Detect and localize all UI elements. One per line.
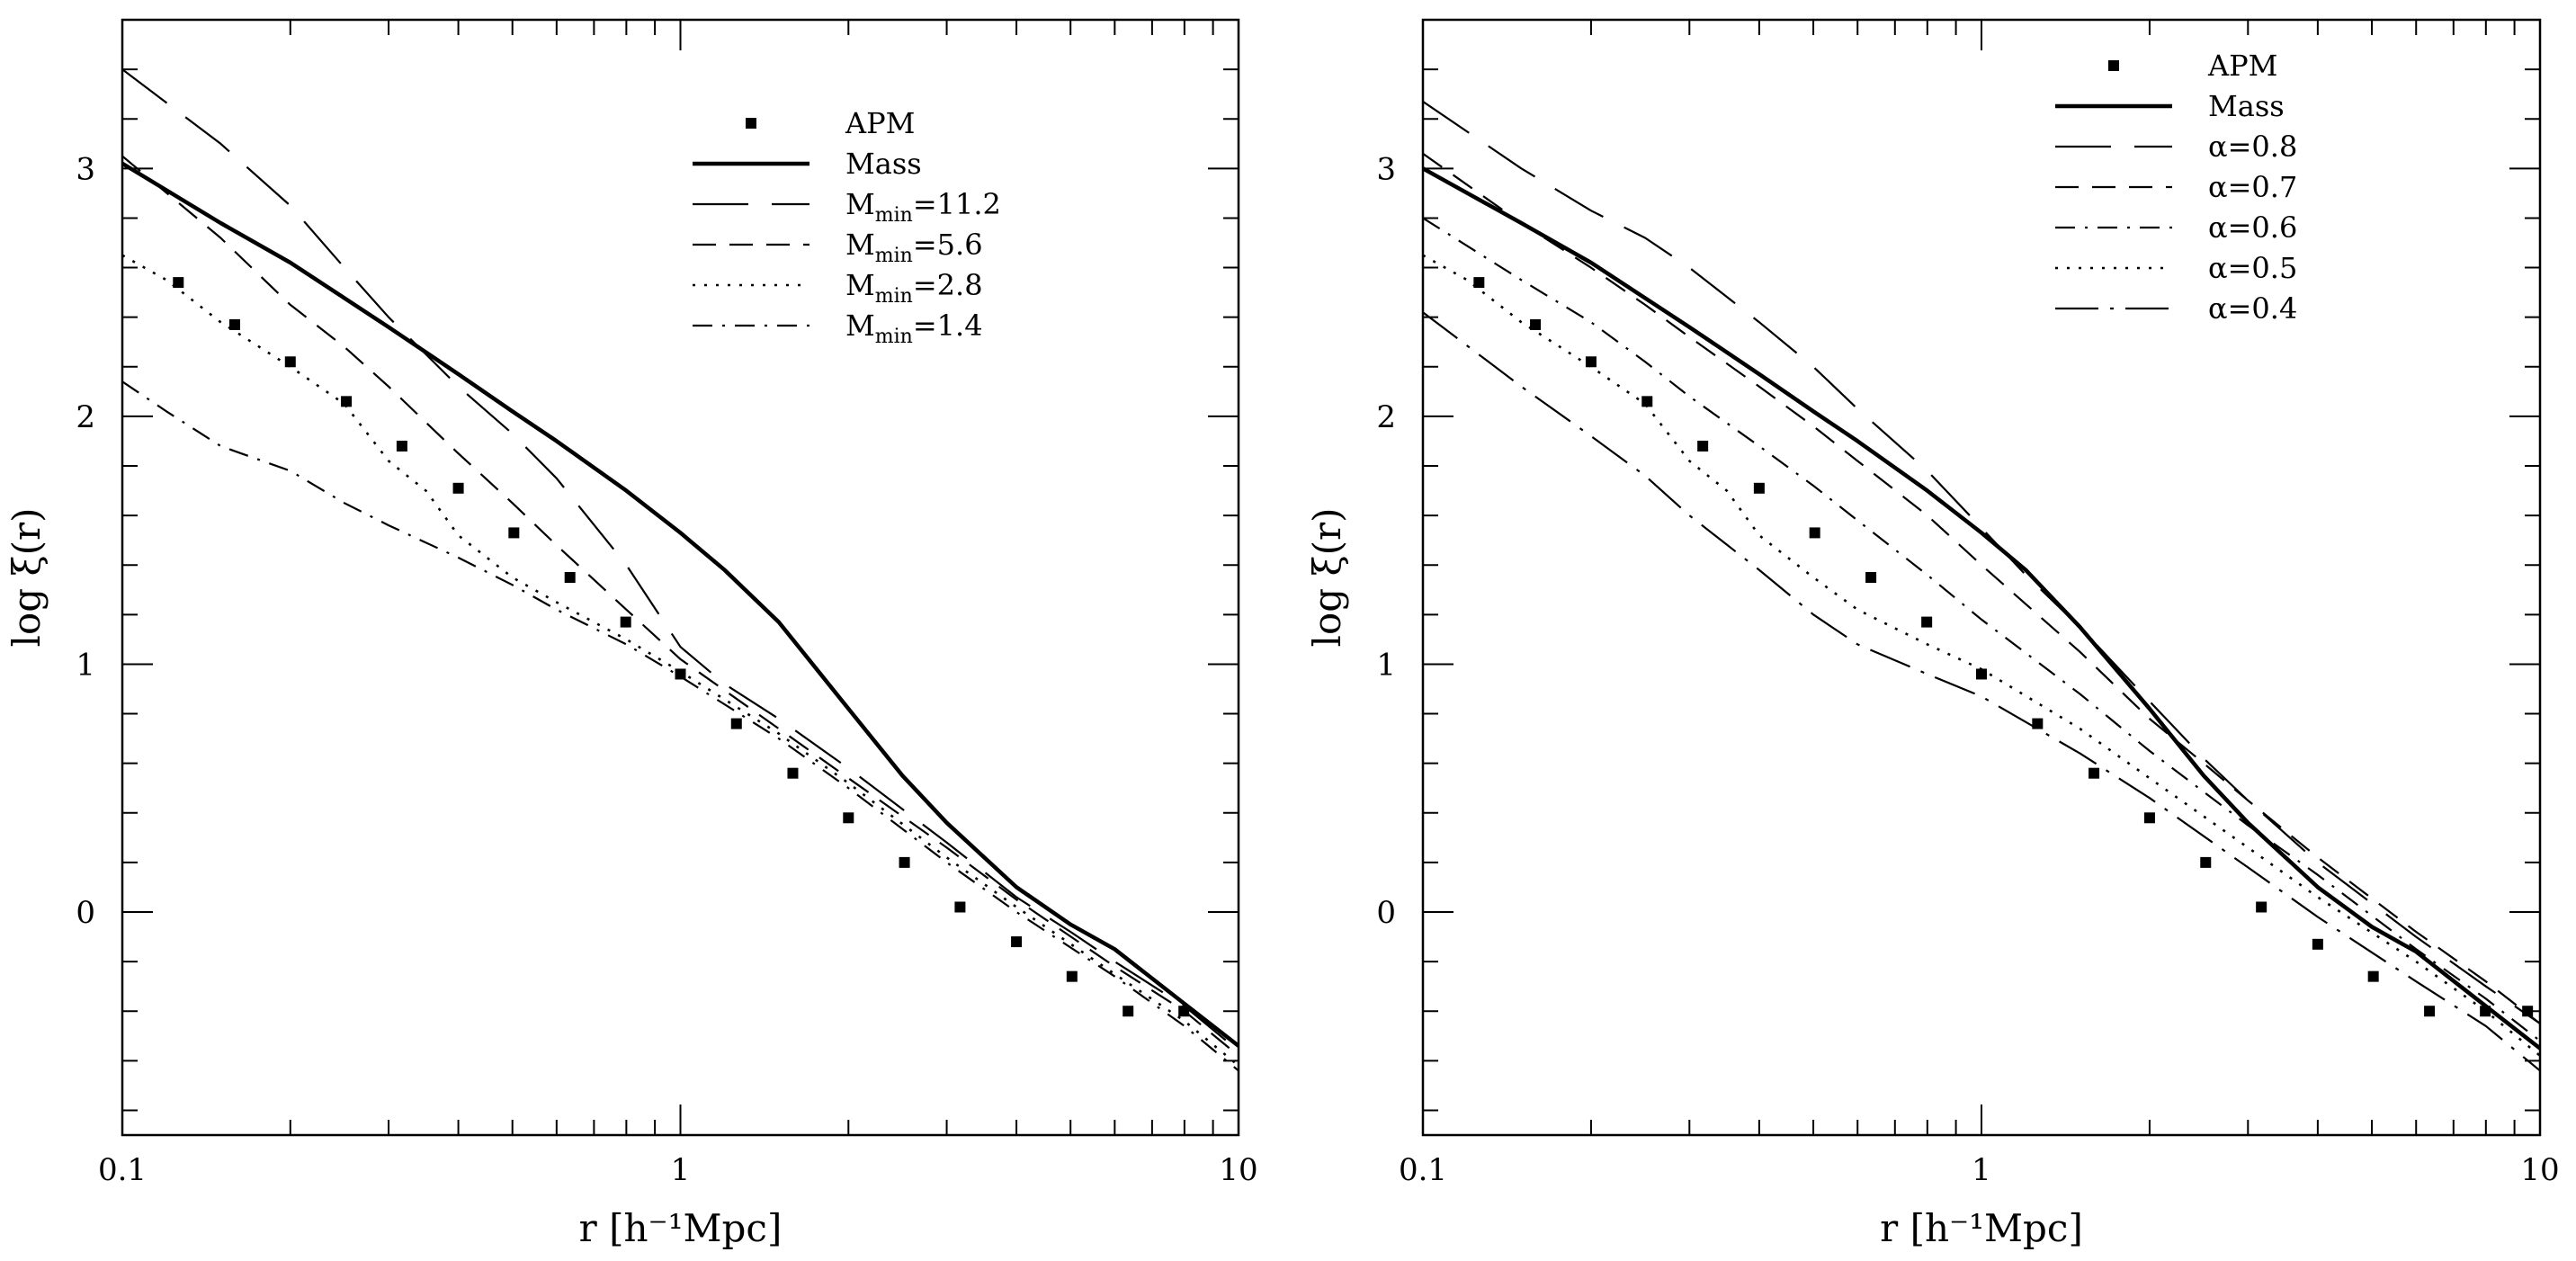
apm-point	[1641, 396, 1653, 407]
legend-label: α=0.8	[2208, 130, 2297, 164]
series-line-m-min-11.2	[122, 68, 1239, 1052]
apm-point	[452, 482, 464, 494]
y-axis-label: log ξ(r)	[4, 508, 49, 648]
y-tick-label: 3	[76, 151, 95, 187]
series-line--0.6	[1423, 217, 2540, 1042]
x-tick-label: 10	[2520, 1152, 2559, 1188]
x-tick-label: 0.1	[1399, 1152, 1447, 1188]
y-tick-label: 3	[1376, 151, 1396, 187]
x-tick-label: 1	[671, 1152, 691, 1188]
apm-point	[899, 856, 910, 868]
apm-point	[1011, 936, 1023, 948]
apm-point	[228, 318, 240, 330]
legend-symbol	[746, 118, 756, 129]
apm-point	[1066, 970, 1078, 982]
legend-label: α=0.5	[2208, 251, 2297, 285]
apm-point	[1123, 1006, 1134, 1017]
apm-point	[1697, 440, 1709, 452]
legend-label: APM	[845, 106, 915, 140]
x-axis-label: r [h⁻¹Mpc]	[579, 1206, 783, 1250]
legend-symbol	[2108, 60, 2119, 71]
series-line-m-min-5.6	[122, 155, 1239, 1057]
apm-point	[2200, 856, 2212, 868]
panel-left: 0.1 1 10 0 1 2 3 r [h⁻¹Mpc] log ξ(r) APM Mass Mmin=…	[4, 18, 1258, 1250]
y-axis-label: log ξ(r)	[1305, 508, 1349, 648]
legend-label: α=0.6	[2208, 210, 2297, 245]
series-line-m-min-1.4	[122, 380, 1239, 1072]
series-line--0.8	[1423, 100, 2540, 1024]
y-tick-label: 2	[76, 399, 95, 435]
apm-point	[1530, 318, 1542, 330]
y-tick-label: 1	[76, 647, 95, 683]
legend-label: Mmin=11.2	[845, 187, 1001, 227]
apm-point	[1473, 277, 1485, 289]
plot-area	[122, 68, 1239, 1072]
apm-point	[396, 440, 407, 452]
apm-point	[284, 356, 296, 368]
apm-point	[730, 718, 742, 729]
apm-point	[620, 616, 631, 628]
apm-point	[675, 668, 686, 680]
plot-area	[1423, 100, 2540, 1072]
legend: APM Mass α=0.8 α=0.7 α=0.6 α=0.5 α=0.4	[2055, 49, 2297, 326]
x-tick-label: 10	[1219, 1152, 1257, 1188]
legend-label: Mass	[845, 147, 922, 181]
series-line-mass	[122, 161, 1239, 1048]
apm-point	[173, 277, 184, 289]
legend-label: Mmin=1.4	[845, 309, 983, 348]
apm-point	[2143, 812, 2155, 824]
panel-right: 0.1 1 10 0 1 2 3 r [h⁻¹Mpc] log ξ(r) APM Mass α=0.8…	[1305, 18, 2560, 1250]
apm-point	[1809, 527, 1820, 539]
apm-point	[2312, 938, 2323, 950]
apm-point	[1865, 572, 1877, 583]
apm-point	[2367, 970, 2379, 982]
y-tick-label: 1	[1376, 647, 1396, 683]
apm-point	[341, 396, 353, 407]
apm-point	[564, 572, 576, 583]
apm-point	[843, 812, 854, 824]
series-line-m-min-2.8	[122, 254, 1239, 1067]
legend-label: Mass	[2208, 89, 2285, 123]
plot-frame	[121, 18, 1240, 1137]
apm-point	[1585, 356, 1597, 368]
x-axis-label: r [h⁻¹Mpc]	[1880, 1206, 2083, 1250]
y-tick-label: 0	[76, 895, 95, 931]
apm-point	[2089, 767, 2100, 779]
series-line--0.4	[1423, 311, 2540, 1072]
apm-point	[1921, 616, 1933, 628]
x-tick-label: 1	[1972, 1152, 1991, 1188]
apm-point	[1753, 482, 1765, 494]
apm-point	[2424, 1006, 2436, 1017]
y-tick-label: 0	[1376, 895, 1396, 931]
apm-point	[508, 527, 520, 539]
legend-label: Mmin=5.6	[845, 228, 983, 267]
legend-label: α=0.7	[2208, 170, 2297, 204]
plot-frame	[1421, 18, 2542, 1137]
apm-point	[787, 767, 799, 779]
series-line--0.7	[1423, 152, 2540, 1024]
apm-point	[954, 901, 966, 913]
series-line--0.5	[1423, 254, 2540, 1057]
apm-point	[2256, 901, 2267, 913]
legend-label: Mmin=2.8	[845, 268, 983, 308]
legend-label: APM	[2207, 49, 2277, 83]
y-tick-label: 2	[1376, 399, 1396, 435]
apm-point	[1976, 668, 1987, 680]
series-line-mass	[1423, 166, 2540, 1051]
x-tick-label: 0.1	[98, 1152, 147, 1188]
legend-label: α=0.4	[2208, 291, 2297, 326]
